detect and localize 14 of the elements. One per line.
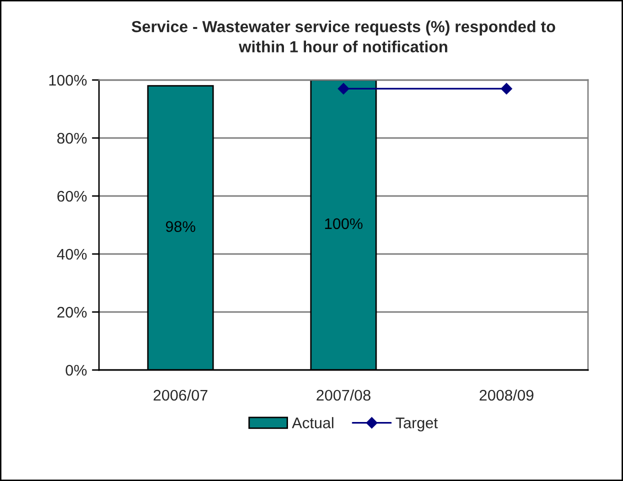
y-tick-label: 80% xyxy=(57,132,87,144)
y-tick-label: 0% xyxy=(66,364,87,376)
y-tick-label: 20% xyxy=(57,306,87,318)
chart-title: Service - Wastewater service requests (%) responded to within 1 hour of notification xyxy=(132,20,556,52)
y-tick-label: 100% xyxy=(49,74,87,86)
y-tick-label: 60% xyxy=(57,190,87,202)
y-tick-label: 40% xyxy=(56,248,87,260)
legend-label: Actual xyxy=(292,417,334,428)
x-tick-label: 2007/08 xyxy=(316,389,370,401)
x-tick-label: 2008/09 xyxy=(480,389,534,401)
x-tick-label: 2006/07 xyxy=(154,389,208,401)
data-label: 98% xyxy=(166,221,196,232)
legend-label: Target xyxy=(396,418,438,432)
data-label: 100% xyxy=(325,218,362,230)
